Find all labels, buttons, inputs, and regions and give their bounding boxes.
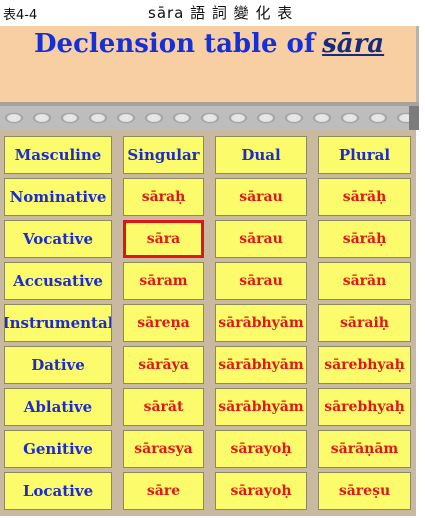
title-term: sāra xyxy=(322,29,385,59)
cell-dative-dual[interactable]: sārābhyām xyxy=(215,346,307,384)
cell-vocative-singular[interactable]: sāra xyxy=(123,220,204,258)
title-prefix: Declension table of xyxy=(34,29,316,59)
cell-locative-singular[interactable]: sāre xyxy=(123,472,204,510)
decorative-frieze xyxy=(0,106,419,130)
cell-nominative-plural[interactable]: sārāḥ xyxy=(318,178,411,216)
case-label-genitive: Genitive xyxy=(4,430,112,468)
header-singular: Singular xyxy=(123,136,204,174)
cell-accusative-plural[interactable]: sārān xyxy=(318,262,411,300)
cell-locative-dual[interactable]: sārayoḥ xyxy=(215,472,307,510)
cell-vocative-plural[interactable]: sārāḥ xyxy=(318,220,411,258)
cell-nominative-dual[interactable]: sārau xyxy=(215,178,307,216)
declension-table: Masculine Singular Dual Plural Nominativ… xyxy=(0,130,416,516)
caption-title: sāra 語 詞 變 化 表 xyxy=(148,4,294,22)
cell-genitive-singular[interactable]: sārasya xyxy=(123,430,204,468)
page-title: Declension table of sāra xyxy=(34,29,414,59)
cell-nominative-singular[interactable]: sāraḥ xyxy=(123,178,204,216)
cell-dative-singular[interactable]: sārāya xyxy=(123,346,204,384)
banner-divider xyxy=(0,102,419,106)
cell-accusative-singular[interactable]: sāram xyxy=(123,262,204,300)
header-dual: Dual xyxy=(215,136,307,174)
case-label-nominative: Nominative xyxy=(4,178,112,216)
case-label-accusative: Accusative xyxy=(4,262,112,300)
case-label-dative: Dative xyxy=(4,346,112,384)
cell-ablative-singular[interactable]: sārāt xyxy=(123,388,204,426)
case-label-locative: Locative xyxy=(4,472,112,510)
case-label-ablative: Ablative xyxy=(4,388,112,426)
cell-instrumental-plural[interactable]: sāraiḥ xyxy=(318,304,411,342)
cell-ablative-plural[interactable]: sārebhyaḥ xyxy=(318,388,411,426)
cell-dative-plural[interactable]: sārebhyaḥ xyxy=(318,346,411,384)
cell-locative-plural[interactable]: sāreṣu xyxy=(318,472,411,510)
bottom-margin xyxy=(0,516,425,520)
cell-vocative-dual[interactable]: sārau xyxy=(215,220,307,258)
header-gender: Masculine xyxy=(4,136,112,174)
cell-instrumental-dual[interactable]: sārābhyām xyxy=(215,304,307,342)
case-label-vocative: Vocative xyxy=(4,220,112,258)
cell-genitive-dual[interactable]: sārayoḥ xyxy=(215,430,307,468)
table-number: 表4-4 xyxy=(3,8,38,23)
heading-banner: Declension table of sāra xyxy=(0,26,419,106)
cell-instrumental-singular[interactable]: sāreṇa xyxy=(123,304,204,342)
cell-genitive-plural[interactable]: sārāṇām xyxy=(318,430,411,468)
cell-ablative-dual[interactable]: sārābhyām xyxy=(215,388,307,426)
header-plural: Plural xyxy=(318,136,411,174)
frieze-end-cap xyxy=(409,106,419,130)
case-label-instrumental: Instrumental xyxy=(4,304,112,342)
cell-accusative-dual[interactable]: sārau xyxy=(215,262,307,300)
caption-bar: 表4-4 sāra 語 詞 變 化 表 xyxy=(0,0,425,26)
